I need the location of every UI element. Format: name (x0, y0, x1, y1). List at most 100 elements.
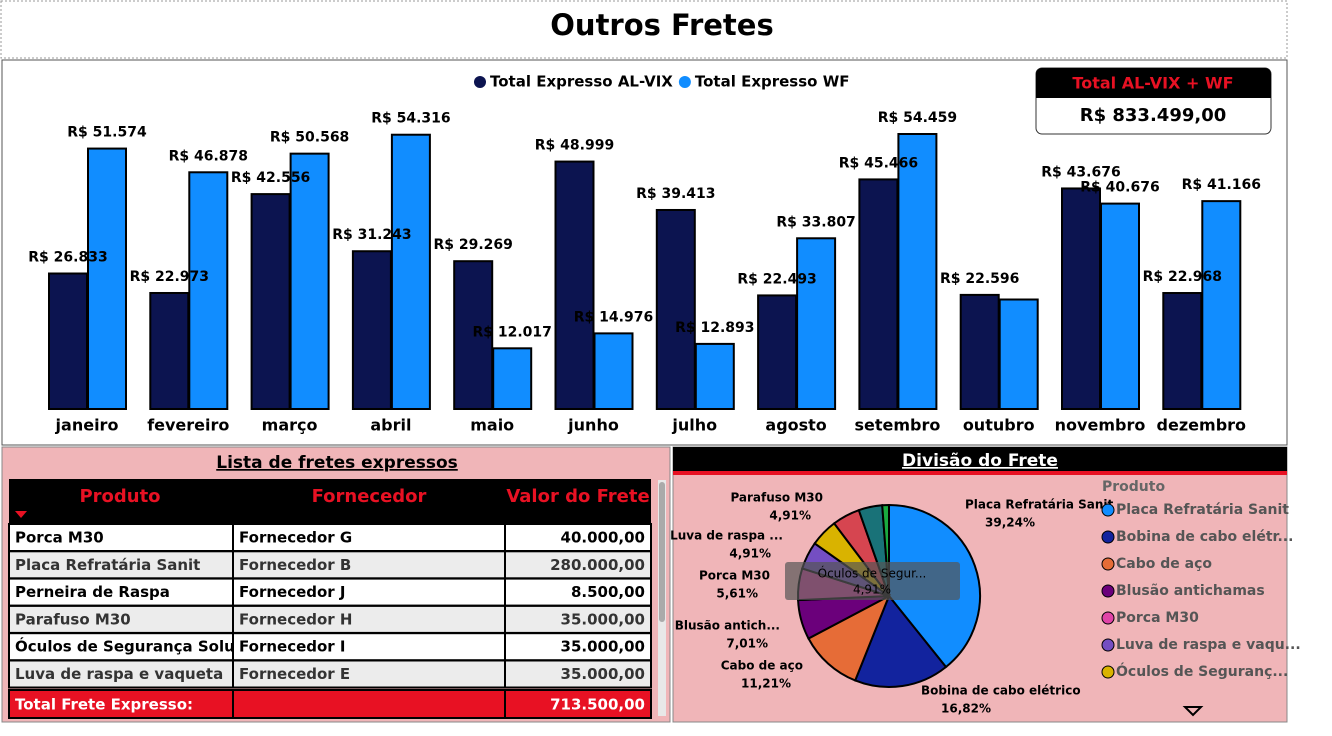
legend-dot (1101, 530, 1115, 544)
cell-text: Óculos de Segurança Solus (15, 637, 244, 656)
cell-text: Fornecedor E (239, 665, 350, 683)
pie-label: Blusão antich... (675, 619, 780, 633)
bar (149, 291, 190, 411)
cell-text: Fornecedor I (239, 638, 346, 656)
legend-label: Blusão antichamas (1116, 583, 1265, 599)
pie-label: Luva de raspa ... (670, 529, 783, 543)
table-cell (504, 604, 652, 634)
table-cell (504, 632, 652, 662)
data-label: R$ 12.893 (675, 320, 754, 336)
cell-text: Fornecedor G (239, 529, 352, 547)
table-cell (8, 523, 234, 552)
cell-text: 35.000,00 (561, 610, 645, 628)
bar (897, 133, 938, 410)
data-label: R$ 51.574 (67, 125, 147, 141)
x-tick-label: setembro (854, 416, 940, 435)
data-label: R$ 14.976 (574, 309, 653, 325)
total-value: 713.500,00 (550, 696, 645, 714)
x-tick-label: março (262, 416, 318, 435)
kpi-header (1036, 68, 1271, 98)
pie-label: Porca M30 (699, 569, 770, 583)
pie-slice (853, 594, 948, 688)
cell-text: Porca M30 (15, 529, 104, 547)
x-tick-label: janeiro (55, 416, 119, 435)
pie-header-line (673, 471, 1287, 475)
data-label: R$ 22.596 (940, 271, 1019, 287)
data-label: R$ 22.968 (1143, 269, 1222, 285)
pie-value-label: 39,24% (985, 516, 1035, 530)
legend-label: Placa Refratária Sanit (1116, 502, 1289, 518)
pie-value-label: 5,61% (716, 587, 758, 601)
tooltip (785, 562, 960, 600)
cell-text: 8.500,00 (571, 583, 645, 601)
bar (1100, 202, 1140, 410)
legend-scroll[interactable] (1182, 706, 1204, 717)
data-label: R$ 54.316 (371, 111, 450, 127)
pie-label: Bobina de cabo elétrico (921, 684, 1081, 698)
legend-dot (1101, 584, 1115, 598)
x-tick-label: outubro (963, 416, 1035, 435)
page-title: Outros Fretes (550, 8, 773, 42)
data-label: R$ 40.676 (1080, 180, 1159, 196)
cell-text: Fornecedor J (239, 583, 346, 601)
cell-text: 280.000,00 (550, 556, 645, 574)
x-tick-label: dezembro (1157, 416, 1246, 435)
bar (796, 237, 837, 410)
legend-title: Produto (1102, 479, 1165, 495)
data-label: R$ 46.878 (169, 148, 248, 164)
data-label: R$ 26.833 (28, 250, 107, 266)
pie-value-label: 11,21% (741, 677, 791, 691)
table-cell (8, 659, 234, 689)
data-label: R$ 50.568 (270, 130, 349, 146)
cell-text: Perneira de Raspa (15, 583, 170, 601)
data-label: R$ 31.243 (332, 227, 411, 243)
total-cell (8, 689, 234, 719)
total-cell (504, 689, 652, 719)
column-header: Fornecedor (312, 486, 427, 507)
data-label: R$ 22.973 (130, 269, 209, 285)
cell-text: 35.000,00 (561, 665, 645, 683)
cell-text: Luva de raspa e vaqueta (15, 665, 223, 683)
cell-text: 35.000,00 (561, 638, 645, 656)
tooltip-value: 4,91% (853, 583, 891, 597)
data-label: R$ 29.269 (433, 237, 512, 253)
bar (1061, 187, 1101, 410)
legend-dot (1101, 503, 1115, 517)
data-label: R$ 39.413 (636, 186, 715, 202)
data-label: R$ 12.017 (472, 324, 551, 340)
x-tick-label: novembro (1055, 416, 1146, 435)
x-tick-label: maio (470, 416, 514, 435)
legend-dot (474, 76, 486, 88)
cell-text: Parafuso M30 (15, 610, 131, 628)
pie-value-label: 7,01% (726, 637, 768, 651)
bar (757, 294, 798, 410)
legend-dot (1101, 665, 1115, 679)
bar (492, 347, 533, 411)
table-cell (232, 550, 506, 580)
data-label: R$ 43.676 (1041, 164, 1120, 180)
x-tick-label: abril (370, 416, 411, 435)
bar (289, 152, 330, 410)
legend-dot (1101, 638, 1115, 652)
tooltip-label: Óculos de Segur... (818, 566, 927, 581)
bar (655, 208, 696, 410)
bar (188, 171, 229, 410)
bar (87, 147, 127, 410)
bar (554, 160, 595, 410)
bar (1162, 292, 1203, 410)
data-label: R$ 22.493 (737, 271, 816, 287)
scroll-thumb[interactable] (659, 482, 665, 622)
legend-dot (1101, 557, 1115, 571)
data-label: R$ 33.807 (776, 214, 855, 230)
legend-dot (1101, 611, 1115, 625)
bar (1201, 200, 1242, 410)
bar (48, 272, 88, 410)
data-label: R$ 42.556 (231, 170, 310, 186)
sort-icon[interactable] (15, 511, 27, 518)
data-label: R$ 54.459 (878, 110, 957, 126)
x-tick-label: junho (567, 416, 619, 435)
bar (351, 250, 392, 410)
pie-slice (807, 593, 891, 682)
